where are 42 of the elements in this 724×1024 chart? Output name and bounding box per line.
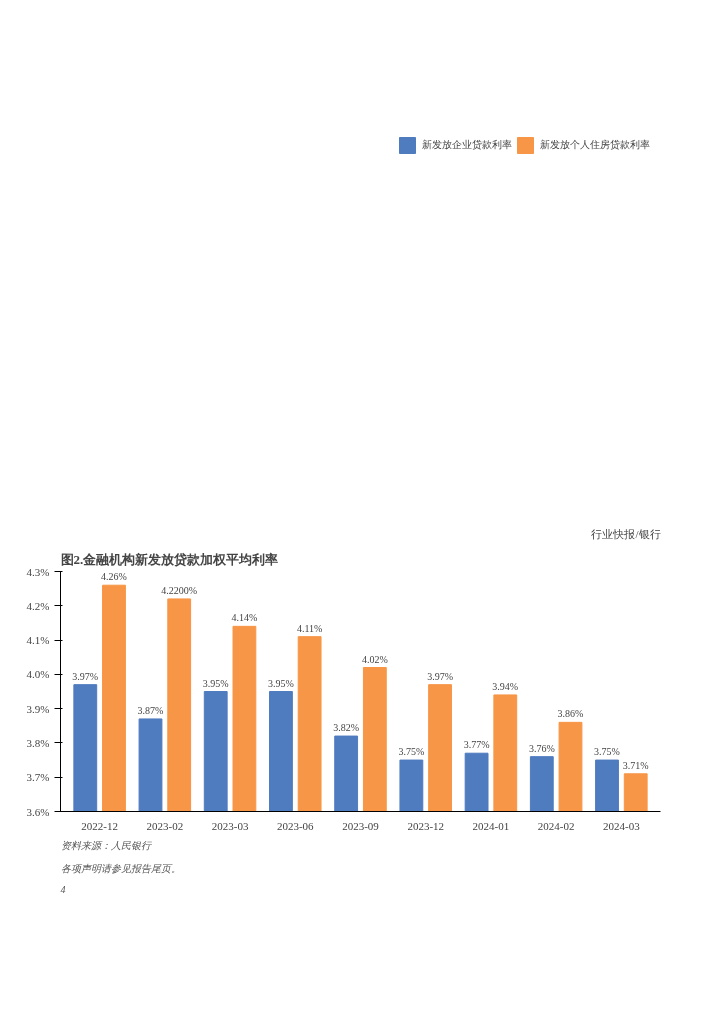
x-tick-label: 2023-03 — [211, 819, 249, 832]
x-tick-label: 2024-03 — [603, 819, 641, 832]
data-label: 4.11% — [296, 622, 323, 634]
data-label: 3.71% — [622, 759, 649, 771]
y-tick-label: 3.8% — [26, 736, 50, 749]
y-tick-label: 3.7% — [26, 771, 50, 784]
data-label: 4.26% — [101, 571, 127, 583]
x-tick-label: 2024-01 — [472, 819, 510, 832]
y-tick-label: 4.3% — [26, 565, 50, 578]
x-tick-label: 2023-12 — [407, 819, 445, 832]
text: 4 — [60, 883, 66, 895]
data-label: 3.77% — [463, 739, 490, 751]
data-label: 3.95% — [202, 677, 229, 689]
data-label: 3.87% — [137, 704, 164, 716]
chart-title: 图2.金融机构新发放贷款加权平均利率 — [60, 551, 279, 567]
data-label: 3.95% — [268, 677, 294, 689]
legend-label: 新发放企业贷款利率 — [422, 138, 512, 152]
y-tick-label: 4.2% — [26, 599, 50, 612]
y-tick-label: 4.0% — [26, 668, 50, 681]
data-label: 3.97% — [72, 670, 99, 682]
data-label: 3.97% — [427, 670, 453, 682]
x-tick-label: 2023-09 — [342, 819, 380, 832]
data-label: 4.2200% — [161, 584, 198, 596]
x-tick-label: 2024-02 — [537, 819, 575, 832]
y-tick-label: 3.6% — [26, 805, 50, 818]
data-label: 3.86% — [557, 708, 584, 720]
data-label: 3.76% — [528, 742, 555, 754]
text: 资料来源：人民银行 — [60, 839, 152, 851]
text: 各项声明请参见报告尾页。 — [60, 862, 181, 874]
x-tick-label: 2022-12 — [81, 819, 118, 832]
legend-label: 新发放个人住房贷款利率 — [540, 138, 650, 152]
data-label: 3.75% — [594, 746, 620, 758]
data-label: 4.14% — [231, 612, 258, 624]
data-label: 3.82% — [333, 722, 360, 734]
data-label: 3.75% — [398, 746, 425, 758]
x-tick-label: 2023-02 — [146, 819, 184, 832]
y-tick-label: 3.9% — [26, 702, 50, 715]
data-label: 4.02% — [361, 653, 388, 665]
y-tick-label: 4.1% — [26, 634, 50, 647]
x-tick-label: 2023-06 — [276, 819, 315, 832]
text: 行业快报/银行 — [591, 527, 661, 540]
data-label: 3.94% — [492, 680, 519, 692]
